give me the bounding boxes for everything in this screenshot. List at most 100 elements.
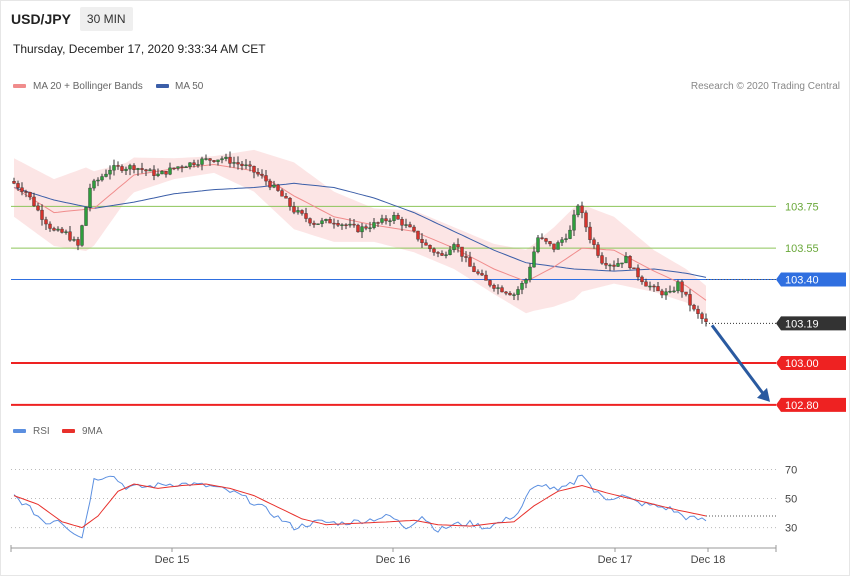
candle-body (232, 162, 236, 164)
candle-body (584, 212, 588, 228)
candle-body (616, 263, 620, 267)
candle-body (300, 210, 304, 214)
candle-body (612, 264, 616, 267)
ma50-legend-swatch (156, 84, 169, 88)
x-tick-label: Dec 15 (155, 554, 190, 566)
candle-body (320, 220, 324, 224)
candle-body (148, 169, 152, 172)
candle-body (424, 242, 428, 246)
candle-body (660, 290, 664, 296)
support-tag (776, 356, 846, 371)
rsi-9ma-legend-label: 9MA (82, 426, 103, 437)
candle-body (420, 239, 424, 243)
price-levels (11, 205, 776, 406)
candle-body (436, 252, 440, 254)
candle-body (72, 239, 76, 241)
candle-body (496, 287, 500, 289)
candle-body (492, 285, 496, 289)
candle-body (236, 162, 240, 165)
copyright-label: Research © 2020 Trading Central (691, 81, 840, 92)
candle-body (688, 294, 692, 306)
candle-body (292, 206, 296, 213)
candle-body (264, 175, 268, 182)
rsi-legend-swatch (13, 429, 26, 433)
support-label: 103.00 (785, 358, 819, 370)
candle-body (128, 165, 132, 170)
candle-body (520, 283, 524, 290)
candle-body (636, 267, 640, 278)
candle-body (448, 249, 452, 255)
candle-body (188, 162, 192, 168)
candle-body (656, 286, 660, 292)
candle-body (556, 242, 560, 250)
candle-body (596, 244, 600, 256)
candle-body (276, 184, 280, 191)
candle-body (220, 158, 224, 161)
rsi-tick-label: 30 (785, 523, 797, 535)
candle-body (692, 304, 696, 310)
candle-body (20, 187, 24, 192)
candle-body (200, 158, 204, 165)
candle-body (668, 290, 672, 293)
timeframe-badge[interactable]: 30 MIN (79, 7, 133, 31)
candle-body (76, 239, 80, 246)
candle-body (480, 273, 484, 276)
candle-body (432, 248, 436, 253)
candle-body (652, 285, 656, 288)
candle-body (532, 251, 536, 268)
candle-body (516, 289, 520, 295)
candle-body (196, 164, 200, 166)
candle-body (416, 230, 420, 240)
candle-body (92, 180, 96, 189)
candle-body (256, 172, 260, 175)
candle-body (352, 223, 356, 226)
candle-body (228, 156, 232, 164)
bollinger-band-area (14, 149, 706, 315)
candle-body (540, 237, 544, 239)
candle-body (268, 180, 272, 188)
candle-body (600, 255, 604, 264)
candle-body (60, 228, 64, 233)
candle-body (468, 257, 472, 267)
candle-body (32, 196, 36, 207)
candle-body (172, 167, 176, 170)
candle-body (500, 287, 504, 293)
candle-body (100, 176, 104, 181)
forecast-arrow (710, 324, 770, 402)
candle-body (428, 245, 432, 250)
candle-body (604, 263, 608, 266)
candle-body (304, 213, 308, 219)
forecast-arrow-shaft (710, 324, 766, 396)
candle-body (344, 224, 348, 226)
candle-body (384, 218, 388, 222)
candle-body (568, 229, 572, 239)
candle-body (64, 231, 68, 233)
candle-body (704, 318, 708, 322)
candle-body (368, 227, 372, 229)
rsi-tick-label: 70 (785, 465, 797, 477)
candle-body (396, 215, 400, 220)
candle-body (620, 262, 624, 265)
candle-body (684, 291, 688, 295)
candle-body (104, 173, 108, 177)
candle-body (560, 239, 564, 243)
candle-body (444, 254, 448, 256)
candle-body (364, 226, 368, 229)
candle-body (180, 166, 184, 168)
last-price-label: 103.19 (785, 318, 819, 330)
candle-body (124, 168, 128, 171)
candle-body (184, 166, 188, 169)
candle-body (360, 226, 364, 233)
candle-body (212, 160, 216, 162)
candle-body (56, 228, 60, 231)
candle-body (280, 190, 284, 197)
chart-header: USD/JPY 30 MIN (4, 7, 133, 31)
rsi-9ma-line (13, 483, 707, 529)
level-tags: 103.75 103.55 103.40 103.19 103.00 102.80 (776, 201, 846, 412)
candle-body (296, 210, 300, 213)
candle-body (164, 171, 168, 175)
candle-body (588, 226, 592, 240)
candle-body (628, 256, 632, 269)
rsi-tick-label: 50 (785, 494, 797, 506)
